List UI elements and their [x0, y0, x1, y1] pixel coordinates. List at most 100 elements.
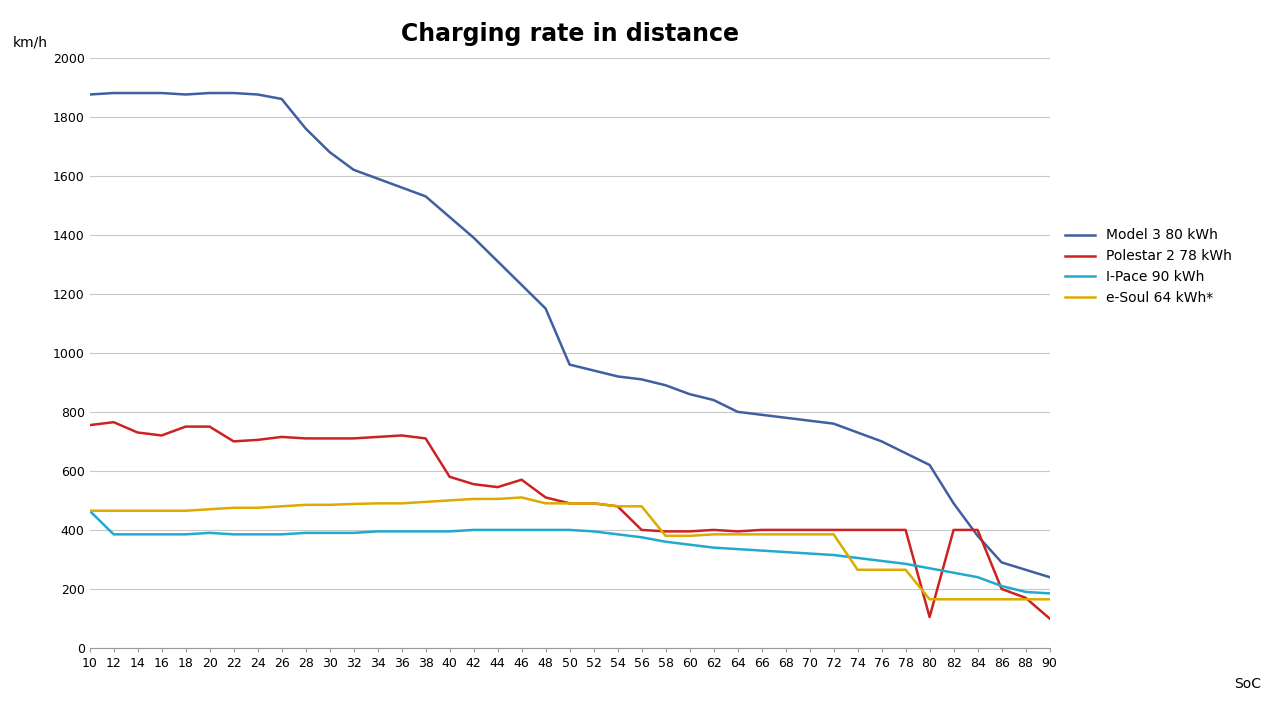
Polestar 2 78 kWh: [803, 526, 818, 534]
Polestar 2 78 kWh: [394, 431, 410, 440]
Polestar 2 78 kWh: [274, 433, 289, 441]
Model 3 80 kWh: [874, 437, 890, 446]
Model 3 80 kWh: [346, 166, 361, 174]
e-Soul 64 kWh*: [538, 499, 553, 508]
I-Pace 90 kWh: [803, 549, 818, 558]
I-Pace 90 kWh: [1042, 589, 1057, 598]
I-Pace 90 kWh: [106, 530, 122, 539]
Model 3 80 kWh: [682, 390, 698, 398]
Polestar 2 78 kWh: [106, 418, 122, 426]
e-Soul 64 kWh*: [707, 530, 722, 539]
I-Pace 90 kWh: [899, 559, 914, 568]
Polestar 2 78 kWh: [899, 526, 914, 534]
e-Soul 64 kWh*: [154, 506, 169, 515]
e-Soul 64 kWh*: [562, 499, 577, 508]
e-Soul 64 kWh*: [417, 498, 433, 506]
I-Pace 90 kWh: [227, 530, 242, 539]
I-Pace 90 kWh: [730, 545, 745, 554]
I-Pace 90 kWh: [538, 526, 553, 534]
I-Pace 90 kWh: [323, 528, 338, 537]
I-Pace 90 kWh: [922, 564, 937, 572]
I-Pace 90 kWh: [754, 546, 769, 555]
Model 3 80 kWh: [154, 89, 169, 97]
e-Soul 64 kWh*: [131, 506, 146, 515]
I-Pace 90 kWh: [346, 528, 361, 537]
I-Pace 90 kWh: [490, 526, 506, 534]
Model 3 80 kWh: [466, 233, 481, 242]
Title: Charging rate in distance: Charging rate in distance: [401, 22, 739, 46]
I-Pace 90 kWh: [586, 527, 602, 536]
e-Soul 64 kWh*: [1042, 595, 1057, 603]
I-Pace 90 kWh: [466, 526, 481, 534]
e-Soul 64 kWh*: [490, 495, 506, 503]
Model 3 80 kWh: [730, 408, 745, 416]
e-Soul 64 kWh*: [442, 496, 457, 505]
I-Pace 90 kWh: [562, 526, 577, 534]
Model 3 80 kWh: [946, 499, 961, 508]
e-Soul 64 kWh*: [634, 502, 649, 510]
e-Soul 64 kWh*: [82, 506, 97, 515]
e-Soul 64 kWh*: [682, 531, 698, 540]
Model 3 80 kWh: [227, 89, 242, 97]
Line: I-Pace 90 kWh: I-Pace 90 kWh: [90, 510, 1050, 593]
Model 3 80 kWh: [274, 94, 289, 103]
Legend: Model 3 80 kWh, Polestar 2 78 kWh, I-Pace 90 kWh, e-Soul 64 kWh*: Model 3 80 kWh, Polestar 2 78 kWh, I-Pac…: [1060, 223, 1238, 311]
Line: e-Soul 64 kWh*: e-Soul 64 kWh*: [90, 498, 1050, 599]
e-Soul 64 kWh*: [970, 595, 986, 603]
I-Pace 90 kWh: [611, 530, 626, 539]
Model 3 80 kWh: [754, 410, 769, 419]
e-Soul 64 kWh*: [803, 530, 818, 539]
Polestar 2 78 kWh: [323, 434, 338, 443]
Polestar 2 78 kWh: [250, 436, 265, 444]
Model 3 80 kWh: [899, 449, 914, 457]
e-Soul 64 kWh*: [370, 499, 385, 508]
Model 3 80 kWh: [1042, 573, 1057, 582]
Polestar 2 78 kWh: [538, 493, 553, 502]
Polestar 2 78 kWh: [874, 526, 890, 534]
I-Pace 90 kWh: [178, 530, 193, 539]
e-Soul 64 kWh*: [250, 503, 265, 512]
I-Pace 90 kWh: [658, 537, 673, 546]
I-Pace 90 kWh: [417, 527, 433, 536]
Polestar 2 78 kWh: [154, 431, 169, 440]
Text: km/h: km/h: [13, 36, 47, 50]
e-Soul 64 kWh*: [754, 530, 769, 539]
I-Pace 90 kWh: [946, 568, 961, 577]
Polestar 2 78 kWh: [131, 428, 146, 437]
Polestar 2 78 kWh: [562, 499, 577, 508]
Model 3 80 kWh: [634, 375, 649, 384]
I-Pace 90 kWh: [995, 582, 1010, 590]
Model 3 80 kWh: [538, 304, 553, 312]
I-Pace 90 kWh: [970, 573, 986, 582]
e-Soul 64 kWh*: [298, 500, 314, 509]
Polestar 2 78 kWh: [298, 434, 314, 443]
Model 3 80 kWh: [995, 558, 1010, 567]
e-Soul 64 kWh*: [1018, 595, 1033, 603]
I-Pace 90 kWh: [778, 548, 794, 557]
I-Pace 90 kWh: [394, 527, 410, 536]
Polestar 2 78 kWh: [682, 527, 698, 536]
I-Pace 90 kWh: [826, 551, 841, 559]
e-Soul 64 kWh*: [826, 530, 841, 539]
Model 3 80 kWh: [178, 90, 193, 99]
Polestar 2 78 kWh: [417, 434, 433, 443]
Model 3 80 kWh: [323, 148, 338, 156]
Model 3 80 kWh: [922, 461, 937, 469]
Model 3 80 kWh: [611, 372, 626, 381]
Line: Polestar 2 78 kWh: Polestar 2 78 kWh: [90, 422, 1050, 618]
Polestar 2 78 kWh: [658, 527, 673, 536]
I-Pace 90 kWh: [154, 530, 169, 539]
e-Soul 64 kWh*: [323, 500, 338, 509]
Polestar 2 78 kWh: [202, 422, 218, 431]
Polestar 2 78 kWh: [634, 526, 649, 534]
e-Soul 64 kWh*: [611, 502, 626, 510]
I-Pace 90 kWh: [298, 528, 314, 537]
e-Soul 64 kWh*: [346, 500, 361, 508]
Polestar 2 78 kWh: [970, 526, 986, 534]
I-Pace 90 kWh: [370, 527, 385, 536]
e-Soul 64 kWh*: [586, 499, 602, 508]
Polestar 2 78 kWh: [515, 475, 530, 484]
Polestar 2 78 kWh: [370, 433, 385, 441]
Model 3 80 kWh: [106, 89, 122, 97]
Model 3 80 kWh: [562, 360, 577, 369]
